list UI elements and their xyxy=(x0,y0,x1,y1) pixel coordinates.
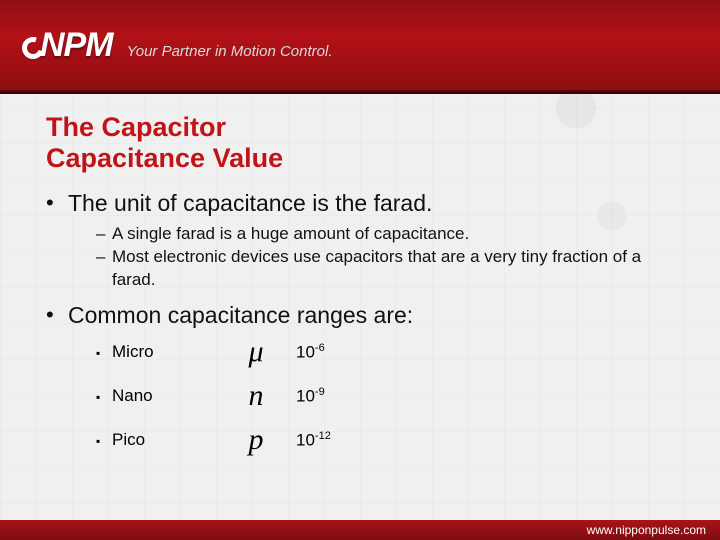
range-symbol-micro: μ xyxy=(216,337,296,367)
range-base-pico: 10 xyxy=(296,430,315,449)
slide-body: The Capacitor Capacitance Value The unit… xyxy=(0,90,720,455)
slide-title: The Capacitor Capacitance Value xyxy=(46,112,674,174)
ranges-table: Micro μ 10-6 Nano n 10-9 Pico p 10-12 xyxy=(96,337,674,455)
bullet-1-text: The unit of capacitance is the farad. xyxy=(68,190,432,216)
title-line-1: The Capacitor xyxy=(46,112,226,142)
sub-bullet-1b: Most electronic devices use capacitors t… xyxy=(96,246,674,292)
range-base-micro: 10 xyxy=(296,342,315,361)
range-value-nano: 10-9 xyxy=(296,386,386,407)
range-label-nano: Nano xyxy=(96,386,216,406)
footer-url: www.nipponpulse.com xyxy=(587,523,706,537)
bullet-1-sublist: A single farad is a huge amount of capac… xyxy=(96,223,674,292)
logo-tagline: Your Partner in Motion Control. xyxy=(127,43,333,60)
range-exp-nano: -9 xyxy=(315,386,325,398)
range-symbol-pico: p xyxy=(216,425,296,455)
range-symbol-nano: n xyxy=(216,381,296,411)
range-base-nano: 10 xyxy=(296,386,315,405)
bullet-2: Common capacitance ranges are: xyxy=(46,302,674,329)
bullet-list: The unit of capacitance is the farad. A … xyxy=(46,190,674,329)
range-exp-pico: -12 xyxy=(315,430,331,442)
brand-logo: NPM Your Partner in Motion Control. xyxy=(22,26,333,65)
logo-mark: NPM xyxy=(22,26,113,65)
range-value-pico: 10-12 xyxy=(296,430,386,451)
range-label-micro: Micro xyxy=(96,342,216,362)
bullet-1: The unit of capacitance is the farad. A … xyxy=(46,190,674,292)
range-exp-micro: -6 xyxy=(315,342,325,354)
sub-bullet-1a: A single farad is a huge amount of capac… xyxy=(96,223,674,246)
logo-text: NPM xyxy=(40,26,113,64)
footer-bar: www.nipponpulse.com xyxy=(0,520,720,540)
title-line-2: Capacitance Value xyxy=(46,143,283,173)
header-bar: NPM Your Partner in Motion Control. xyxy=(0,0,720,90)
range-value-micro: 10-6 xyxy=(296,342,386,363)
bullet-2-text: Common capacitance ranges are: xyxy=(68,302,413,328)
range-label-pico: Pico xyxy=(96,430,216,450)
